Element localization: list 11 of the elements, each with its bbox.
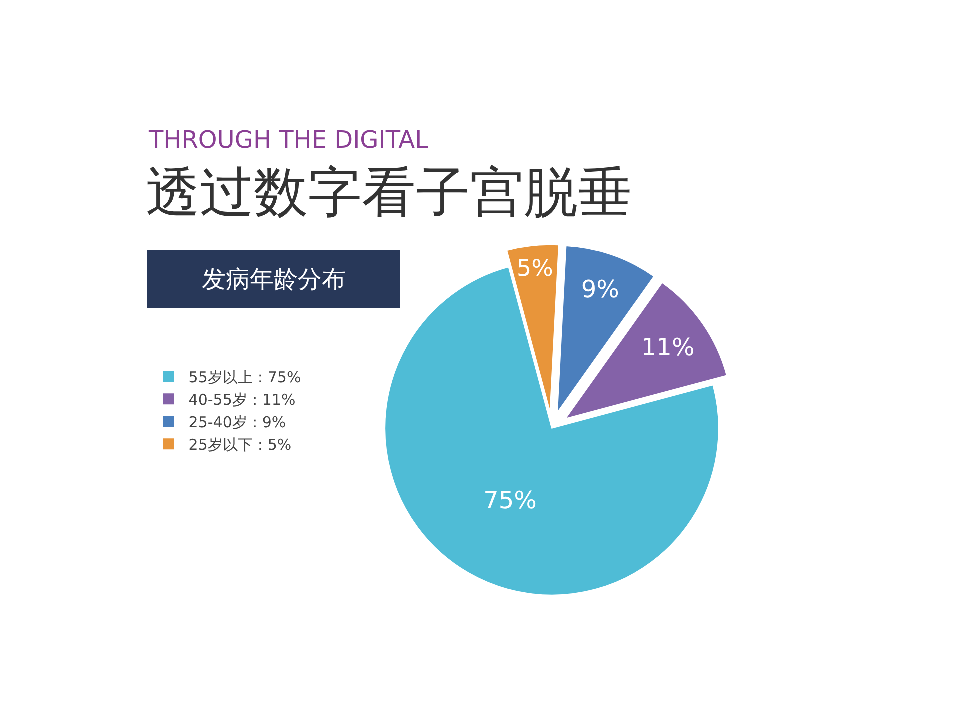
text: 发病年龄分布 xyxy=(202,266,346,294)
legend-label: 55岁以上：75% xyxy=(188,368,302,386)
chart-subtitle: THROUGH THE DIGITAL xyxy=(148,126,430,154)
chart-title: 透过数字看子宫脱垂 xyxy=(146,160,632,224)
legend-label: 40-55岁：11% xyxy=(188,391,296,409)
data-label: 75% xyxy=(484,486,537,515)
legend-label: 25岁以下：5% xyxy=(188,436,292,454)
data-label: 11% xyxy=(641,334,695,362)
data-label: 9% xyxy=(581,275,620,304)
data-label: 5% xyxy=(516,256,554,282)
legend-label: 25-40岁：9% xyxy=(188,414,286,432)
